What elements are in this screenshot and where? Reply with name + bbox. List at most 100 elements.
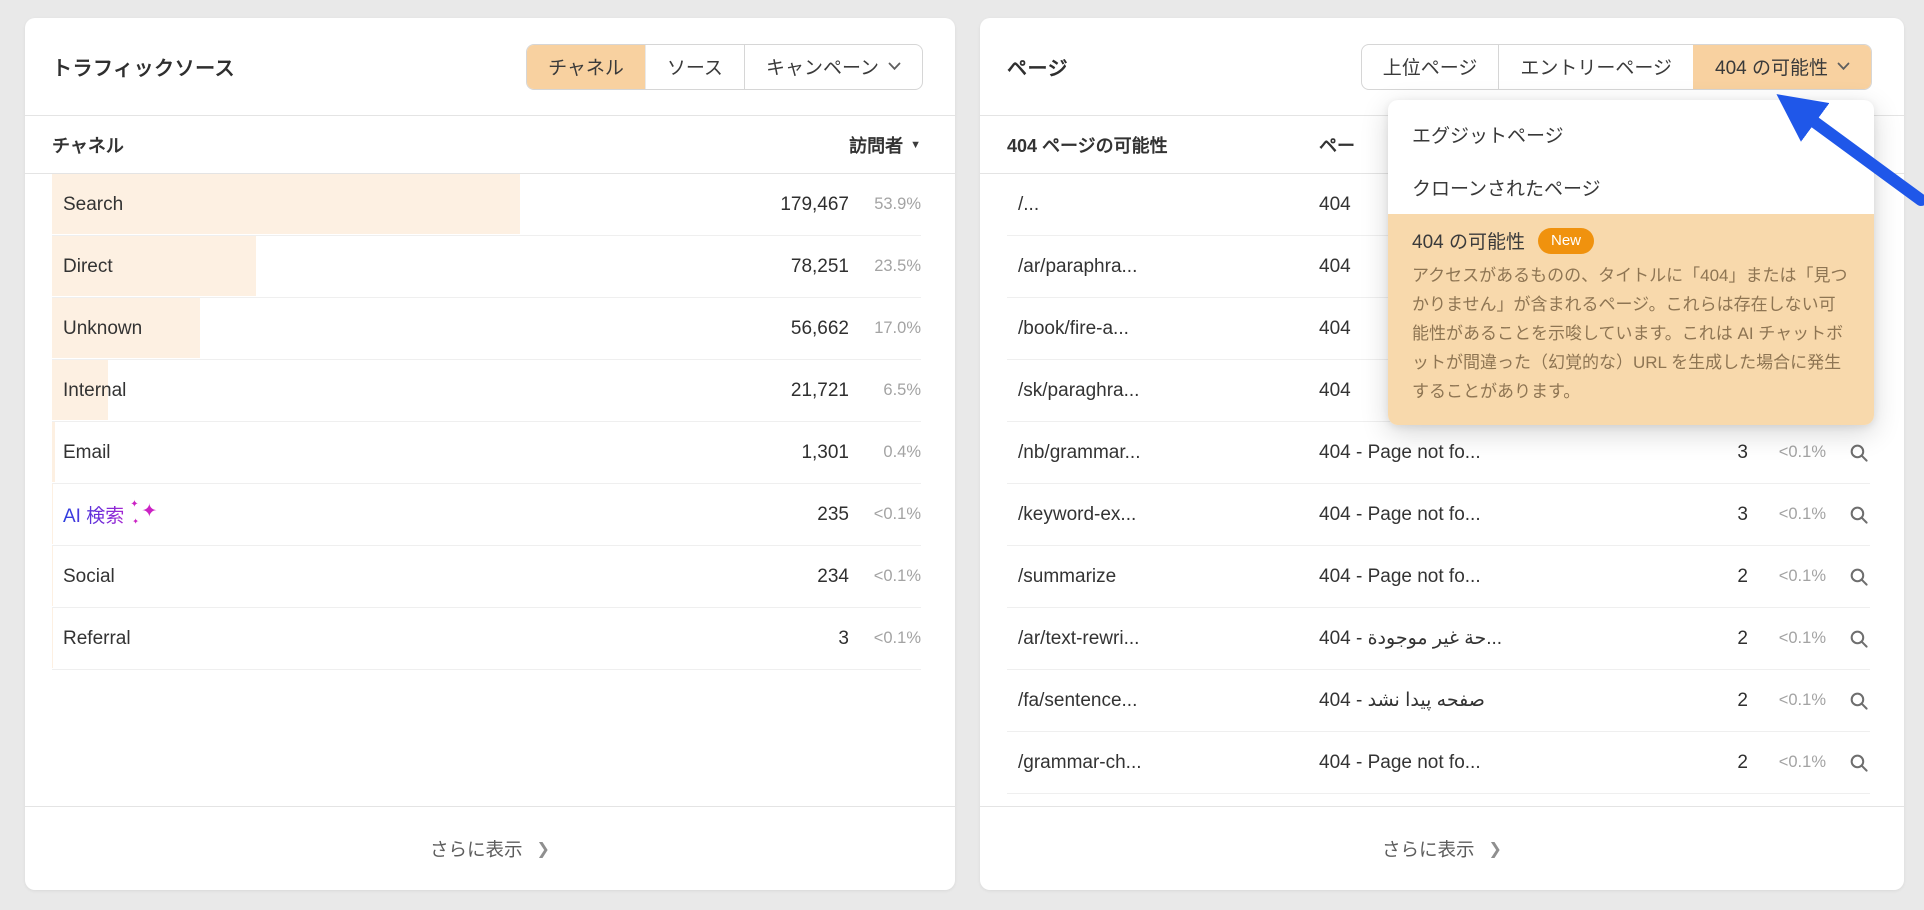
page-title-column-header: ペー xyxy=(1319,135,1355,156)
dropdown-item-exit-pages[interactable]: エグジットページ xyxy=(1412,126,1564,147)
visitors-value: 3 xyxy=(1737,503,1748,525)
traffic-sources-title: トラフィックソース xyxy=(52,58,236,80)
magnifier-icon[interactable] xyxy=(1826,628,1870,650)
dropdown-items: エグジットページクローンされたページ xyxy=(1388,108,1874,214)
traffic-sources-panel: トラフィックソース チャネル ソース キャンペーン チャネル 訪問者 ▼ Searc… xyxy=(25,18,955,890)
table-row[interactable]: Search 179,467 53.9% xyxy=(52,174,921,236)
visitors-column-header[interactable]: 訪問者 xyxy=(849,135,904,156)
pages-tab-404-potential[interactable]: 404 の可能性 xyxy=(1693,44,1871,89)
visitors-value: 2 xyxy=(1737,689,1748,711)
channel-bar xyxy=(52,484,53,544)
channel-label: Direct xyxy=(63,255,113,277)
table-row[interactable]: /keyword-ex... 404 - Page not fo... 3 <0.1% xyxy=(1007,484,1870,546)
magnifier-icon[interactable] xyxy=(1826,566,1870,588)
sort-desc-icon[interactable]: ▼ xyxy=(910,138,921,151)
dropdown-item-cloned-pages[interactable]: クローンされたページ xyxy=(1412,179,1601,200)
pages-title: ページ xyxy=(1007,58,1069,80)
traffic-sources-tab-group: チャネル ソース キャンペーン xyxy=(526,43,923,90)
page-title: 404 - Page not fo... xyxy=(1319,441,1481,463)
table-row[interactable]: Direct 78,251 23.5% xyxy=(52,236,921,298)
magnifier-icon[interactable] xyxy=(1826,752,1870,774)
magnifier-icon[interactable] xyxy=(1826,504,1870,526)
channel-bar xyxy=(52,546,53,606)
visitors-percent: <0.1% xyxy=(1778,505,1826,523)
channel-bar xyxy=(52,422,56,482)
channel-label: Search xyxy=(63,193,124,215)
traffic-tab-channel[interactable]: チャネル xyxy=(527,44,645,89)
chevron-down-icon xyxy=(1837,62,1850,71)
table-row[interactable]: Unknown 56,662 17.0% xyxy=(52,298,921,360)
channel-label: Email xyxy=(63,441,111,463)
visitors-value: 2 xyxy=(1737,751,1748,773)
visitors-percent: 17.0% xyxy=(874,319,921,337)
traffic-tab-campaign[interactable]: キャンペーン xyxy=(743,44,922,89)
traffic-tab-source[interactable]: ソース xyxy=(644,44,744,89)
traffic-show-more-button[interactable]: さらに表示 ❯ xyxy=(25,806,955,890)
tab-label: エントリーページ xyxy=(1520,58,1673,79)
page-url: /keyword-ex... xyxy=(1018,503,1137,525)
page-title: 404 - Page not fo... xyxy=(1319,503,1481,525)
visitors-percent: <0.1% xyxy=(1778,753,1826,771)
dropdown-404-description: アクセスがあるものの、タイトルに「404」または「見つかりません」が含まれるペー… xyxy=(1412,266,1848,401)
chevron-down-icon xyxy=(888,62,901,71)
channel-label: Internal xyxy=(63,379,127,401)
channel-label: Unknown xyxy=(63,317,143,339)
tab-label: キャンペーン xyxy=(765,58,879,79)
visitors-percent: <0.1% xyxy=(1778,567,1826,585)
page-title: 404 xyxy=(1319,317,1351,339)
page-url: /ar/paraphra... xyxy=(1018,255,1138,277)
traffic-table-header: チャネル 訪問者 ▼ xyxy=(25,116,955,174)
visitors-percent: 0.4% xyxy=(883,443,921,461)
visitors-value: 21,721 xyxy=(790,379,849,401)
traffic-sources-header: トラフィックソース チャネル ソース キャンペーン xyxy=(25,18,955,116)
channel-bar xyxy=(52,360,109,420)
chevron-right-icon: ❯ xyxy=(1488,840,1502,858)
table-row[interactable]: Internal 21,721 6.5% xyxy=(52,360,921,422)
pages-tab-entry-pages[interactable]: エントリーページ xyxy=(1498,44,1693,89)
url-column-header: 404 ページの可能性 xyxy=(1007,135,1168,156)
page-url: /grammar-ch... xyxy=(1018,751,1142,773)
show-more-label: さらに表示 xyxy=(430,838,523,860)
magnifier-icon[interactable] xyxy=(1826,442,1870,464)
page-title: 404 xyxy=(1319,255,1351,277)
visitors-value: 179,467 xyxy=(780,193,849,215)
visitors-value: 235 xyxy=(817,503,849,525)
page-title: 404 - حة غير موجودة... xyxy=(1319,628,1503,649)
page-url: /book/fire-a... xyxy=(1018,317,1129,339)
ai-sparkles-icon: ✦ ✦ ✦ xyxy=(130,499,158,526)
page-title: 404 xyxy=(1319,379,1351,401)
table-row[interactable]: /ar/text-rewri... 404 - حة غير موجودة... 2… xyxy=(1007,608,1870,670)
page-url: /... xyxy=(1018,193,1040,215)
table-row[interactable]: Social 234 <0.1% xyxy=(52,546,921,608)
channel-column-header: チャネル xyxy=(52,135,124,156)
visitors-percent: 6.5% xyxy=(883,381,921,399)
table-row[interactable]: /grammar-ch... 404 - Page not fo... 2 <0.1% xyxy=(1007,732,1870,794)
dropdown-item-404-potential[interactable]: 404 の可能性 New アクセスがあるものの、タイトルに「404」または「見つ… xyxy=(1388,214,1874,425)
visitors-value: 2 xyxy=(1737,565,1748,587)
channel-bar xyxy=(52,236,257,296)
magnifier-icon[interactable] xyxy=(1826,690,1870,712)
pages-tab-top-pages[interactable]: 上位ページ xyxy=(1362,45,1499,89)
table-row[interactable]: Email 1,301 0.4% xyxy=(52,422,921,484)
table-row[interactable]: AI 検索 ✦ ✦ ✦ 235 <0.1% xyxy=(52,484,921,546)
page-title: 404 - Page not fo... xyxy=(1319,565,1481,587)
pages-tab-dropdown: エグジットページクローンされたページ 404 の可能性 New アクセスがあるも… xyxy=(1388,100,1874,425)
table-row[interactable]: /fa/sentence... 404 - صفحه پیدا نشد 2 <0.1% xyxy=(1007,670,1870,732)
visitors-percent: <0.1% xyxy=(1778,443,1826,461)
visitors-value: 1,301 xyxy=(801,441,849,463)
visitors-percent: <0.1% xyxy=(1778,629,1826,647)
pages-show-more-button[interactable]: さらに表示 ❯ xyxy=(980,806,1904,890)
channel-bar xyxy=(52,174,521,234)
visitors-value: 78,251 xyxy=(790,255,849,277)
page-url: /fa/sentence... xyxy=(1018,689,1138,711)
page-title: 404 - Page not fo... xyxy=(1319,751,1481,773)
pages-table-body: /... 404/ar/paraphra... 404/book/fire-a...… xyxy=(980,174,1904,794)
page-url: /ar/text-rewri... xyxy=(1018,627,1140,649)
table-row[interactable]: Referral 3 <0.1% xyxy=(52,608,921,670)
traffic-table-body: Search 179,467 53.9% Direct 78,251 23.5% Unkno… xyxy=(25,174,955,670)
table-row[interactable]: /summarize 404 - Page not fo... 2 <0.1% xyxy=(1007,546,1870,608)
channel-label: Referral xyxy=(63,627,131,649)
visitors-percent: <0.1% xyxy=(1778,691,1826,709)
table-row[interactable]: /nb/grammar... 404 - Page not fo... 3 <0.1% xyxy=(1007,422,1870,484)
